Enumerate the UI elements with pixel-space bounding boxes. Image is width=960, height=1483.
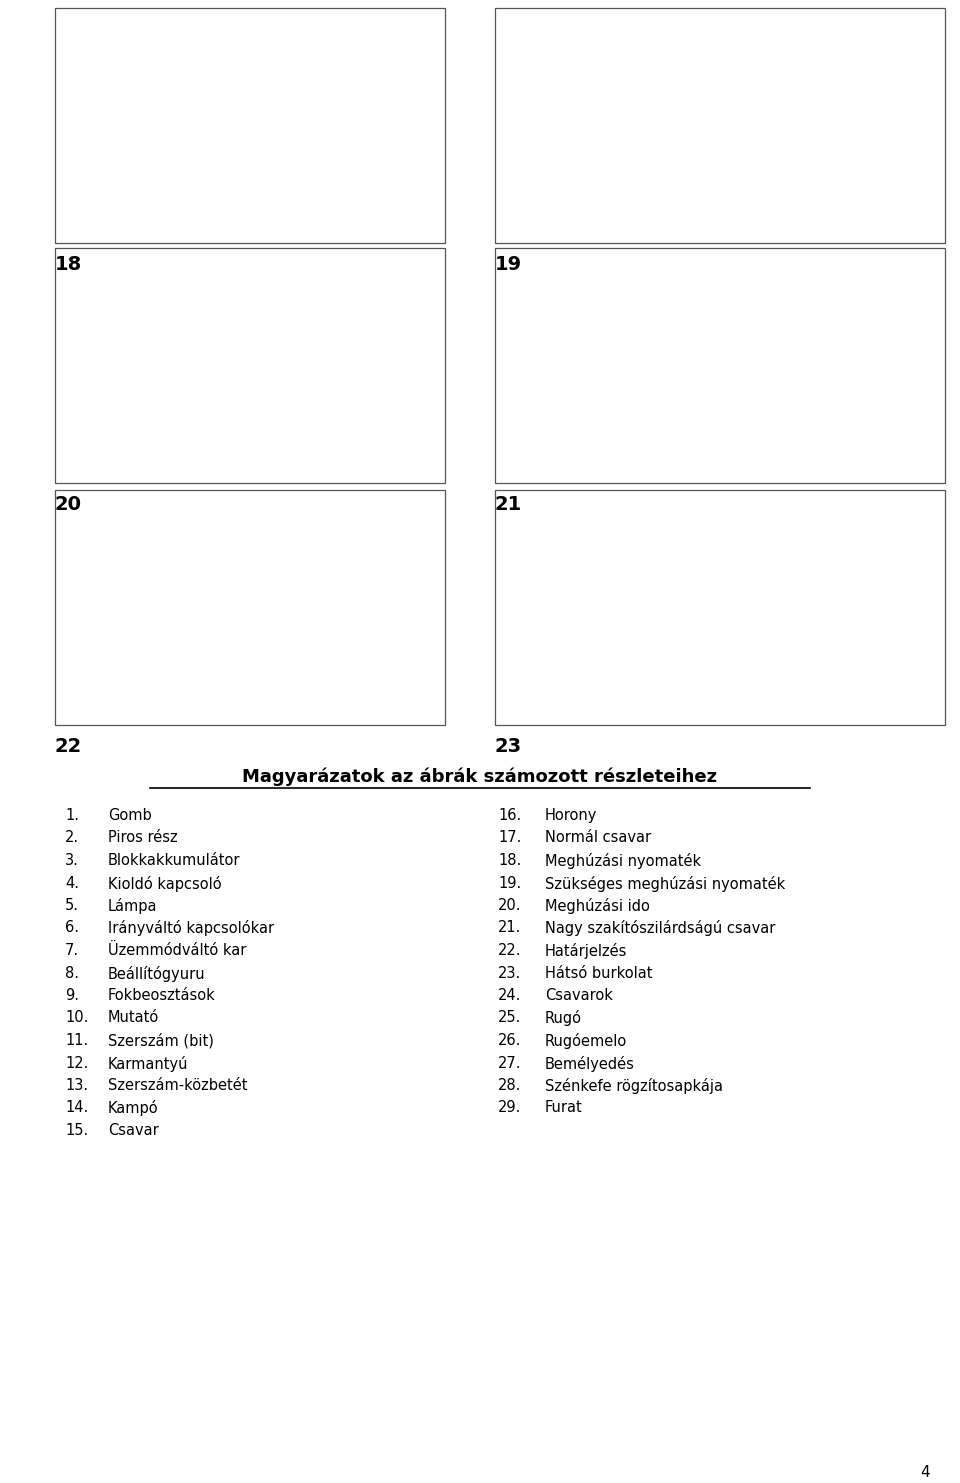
Text: 11.: 11. <box>65 1034 88 1048</box>
Text: 13.: 13. <box>65 1078 88 1093</box>
Text: Rugóemelo: Rugóemelo <box>545 1034 627 1048</box>
Text: 16.: 16. <box>498 808 521 823</box>
Text: Irányváltó kapcsolókar: Irányváltó kapcsolókar <box>108 921 275 936</box>
Text: Fokbeosztások: Fokbeosztások <box>108 988 216 1003</box>
Text: 20.: 20. <box>498 899 521 914</box>
Bar <box>495 7 945 243</box>
Text: 22.: 22. <box>498 943 521 958</box>
Text: Gomb: Gomb <box>108 808 152 823</box>
Text: Határjelzés: Határjelzés <box>545 943 628 960</box>
Text: Horony: Horony <box>545 808 597 823</box>
Text: 7.: 7. <box>65 943 79 958</box>
Text: 23: 23 <box>495 737 522 756</box>
Text: 9.: 9. <box>65 988 79 1003</box>
Text: 12.: 12. <box>65 1056 88 1071</box>
Text: 24.: 24. <box>498 988 521 1003</box>
Bar <box>495 248 945 483</box>
Text: Szerszám (bit): Szerszám (bit) <box>108 1034 214 1048</box>
Text: 25.: 25. <box>498 1010 521 1026</box>
Text: 2.: 2. <box>65 830 79 845</box>
Text: 6.: 6. <box>65 921 79 936</box>
Bar <box>55 248 445 483</box>
Text: 20: 20 <box>55 495 82 515</box>
Text: Beállítógyuru: Beállítógyuru <box>108 965 205 982</box>
Text: Piros rész: Piros rész <box>108 830 178 845</box>
Text: 1.: 1. <box>65 808 79 823</box>
Bar <box>55 489 445 725</box>
Text: Csavarok: Csavarok <box>545 988 612 1003</box>
Text: 18.: 18. <box>498 853 521 868</box>
Text: 8.: 8. <box>65 965 79 980</box>
Text: Rugó: Rugó <box>545 1010 582 1026</box>
Text: 18: 18 <box>55 255 83 274</box>
Text: 21.: 21. <box>498 921 521 936</box>
Text: Szénkefe rögzítosapkája: Szénkefe rögzítosapkája <box>545 1078 723 1094</box>
Text: 14.: 14. <box>65 1100 88 1115</box>
Text: 29.: 29. <box>498 1100 521 1115</box>
Text: Kioldó kapcsoló: Kioldó kapcsoló <box>108 875 222 891</box>
Text: Mutató: Mutató <box>108 1010 159 1026</box>
Text: Lámpa: Lámpa <box>108 899 157 914</box>
Text: Karmantyú: Karmantyú <box>108 1056 188 1072</box>
Text: Furat: Furat <box>545 1100 583 1115</box>
Text: Nagy szakítószilárdságú csavar: Nagy szakítószilárdságú csavar <box>545 921 776 936</box>
Text: 19.: 19. <box>498 875 521 890</box>
Text: Szükséges meghúzási nyomaték: Szükséges meghúzási nyomaték <box>545 875 785 891</box>
Text: 22: 22 <box>55 737 83 756</box>
Text: Meghúzási ido: Meghúzási ido <box>545 899 650 914</box>
Text: Magyarázatok az ábrák számozott részleteihez: Magyarázatok az ábrák számozott részlete… <box>243 768 717 786</box>
Text: Normál csavar: Normál csavar <box>545 830 651 845</box>
Text: Szerszám-közbetét: Szerszám-közbetét <box>108 1078 248 1093</box>
Text: 4.: 4. <box>65 875 79 890</box>
Text: 23.: 23. <box>498 965 521 980</box>
Text: Bemélyedés: Bemélyedés <box>545 1056 635 1072</box>
Text: Üzemmódváltó kar: Üzemmódváltó kar <box>108 943 247 958</box>
Text: 21: 21 <box>495 495 522 515</box>
Text: 27.: 27. <box>498 1056 521 1071</box>
Text: 10.: 10. <box>65 1010 88 1026</box>
Text: 4: 4 <box>921 1465 930 1480</box>
Text: 26.: 26. <box>498 1034 521 1048</box>
Text: Hátsó burkolat: Hátsó burkolat <box>545 965 653 980</box>
Text: 17.: 17. <box>498 830 521 845</box>
Text: Blokkakkumulátor: Blokkakkumulátor <box>108 853 241 868</box>
Text: 5.: 5. <box>65 899 79 914</box>
Text: 15.: 15. <box>65 1123 88 1137</box>
Text: Kampó: Kampó <box>108 1100 158 1117</box>
Text: 3.: 3. <box>65 853 79 868</box>
Text: Meghúzási nyomaték: Meghúzási nyomaték <box>545 853 701 869</box>
Bar <box>55 7 445 243</box>
Text: Csavar: Csavar <box>108 1123 158 1137</box>
Text: 28.: 28. <box>498 1078 521 1093</box>
Bar <box>495 489 945 725</box>
Text: 19: 19 <box>495 255 522 274</box>
